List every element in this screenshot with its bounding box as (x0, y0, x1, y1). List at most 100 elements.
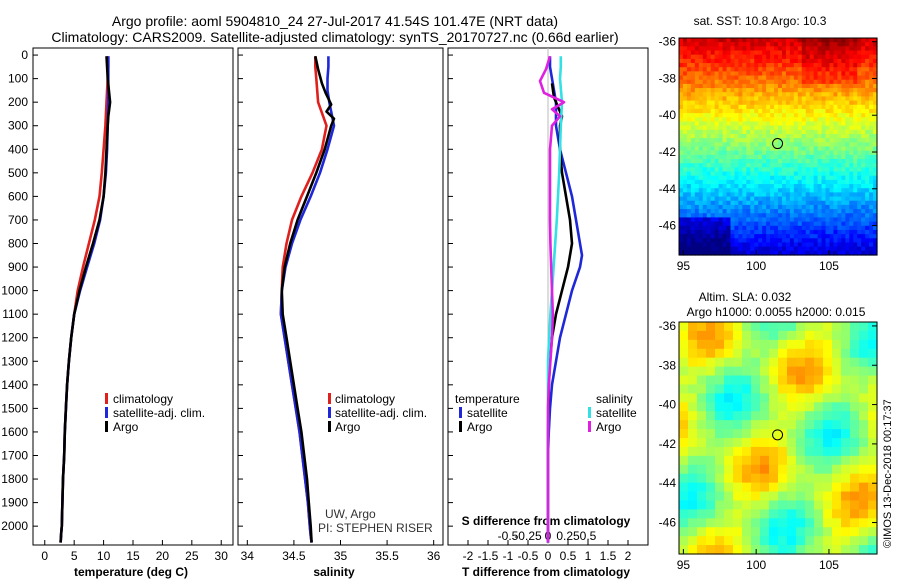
map-cell (829, 96, 835, 102)
map-cell (853, 92, 858, 98)
map-cell (698, 234, 704, 239)
map-cell (797, 171, 803, 177)
map-cell (762, 75, 767, 81)
map-cell (750, 179, 755, 185)
map-cell (849, 108, 854, 114)
map-cell (746, 217, 751, 223)
map-cell (853, 104, 858, 110)
map-cell (758, 96, 763, 102)
map-cell (817, 200, 823, 206)
map-cell (733, 527, 743, 537)
map-cell (686, 188, 692, 193)
map-cell (841, 339, 851, 350)
map-cell (861, 58, 866, 64)
map-cell (809, 113, 815, 118)
map-cell (868, 375, 878, 386)
map-cell (841, 402, 851, 412)
map-cell (686, 113, 692, 118)
map-cell (825, 88, 831, 93)
map-cell (861, 108, 866, 114)
map-cell (730, 50, 736, 56)
map-cell (770, 167, 775, 173)
map-cell (730, 138, 736, 143)
map-cell (801, 179, 807, 185)
map-cell (742, 213, 747, 219)
map-cell (766, 50, 771, 56)
map-cell (698, 200, 704, 206)
map-cell (738, 192, 743, 198)
map-cell (698, 50, 704, 56)
map-cell (702, 217, 708, 223)
map-cell (770, 184, 775, 189)
map-cell (697, 375, 707, 386)
map-cell (849, 75, 854, 81)
map-cell (787, 545, 797, 555)
map-cell (750, 142, 755, 148)
map-cell (841, 357, 851, 368)
map-cell (742, 113, 747, 118)
map-cell (751, 438, 761, 448)
map-cell (679, 357, 689, 368)
map-cell (823, 366, 833, 377)
map-cell (770, 88, 775, 93)
map-cell (849, 229, 854, 235)
map-cell (813, 229, 819, 235)
map-cell (821, 225, 827, 231)
map-cell (679, 348, 689, 359)
map-cell (697, 402, 707, 412)
map-cell (837, 242, 842, 248)
map-cell (829, 171, 835, 177)
map-cell (793, 242, 799, 248)
map-cell (841, 117, 846, 123)
map-cell (750, 238, 755, 244)
map-cell (861, 54, 866, 60)
map-cell (821, 171, 827, 177)
map-cell (805, 509, 815, 519)
map-cell (865, 117, 870, 123)
map-cell (865, 234, 870, 239)
map-cell (718, 104, 724, 110)
map-cell (726, 117, 732, 123)
map-cell (857, 79, 862, 85)
map-cell (770, 133, 775, 139)
map-cell (750, 150, 755, 156)
map-cell (817, 113, 823, 118)
map-cell (865, 229, 870, 235)
map-cell (726, 154, 732, 160)
map-cell (750, 108, 755, 114)
map-cell (813, 154, 819, 160)
map-cell (829, 129, 835, 135)
map-cell (797, 179, 803, 185)
map-cell (873, 242, 878, 248)
map-cell (746, 129, 751, 135)
map-cell (849, 200, 854, 206)
map-cell (724, 375, 734, 386)
map-cell (688, 527, 698, 537)
map-cell (724, 438, 734, 448)
map-y-tick-label: -40 (659, 398, 677, 412)
map-cell (710, 58, 716, 64)
map-cell (770, 71, 775, 77)
map-cell (754, 75, 759, 81)
map-cell (682, 146, 688, 152)
difference-legend-temperature-title: temperature (455, 392, 520, 406)
map-cell (868, 527, 878, 537)
map-cell (869, 58, 874, 64)
map-cell (837, 63, 842, 68)
map-cell (781, 196, 787, 202)
map-cell (845, 46, 850, 52)
map-cell (837, 121, 842, 127)
map-cell (686, 150, 692, 156)
map-cell (778, 92, 783, 98)
map-cell (817, 67, 823, 72)
map-cell (778, 393, 788, 403)
map-cell (722, 46, 728, 52)
map-cell (789, 159, 795, 164)
map-cell (726, 42, 732, 47)
map-cell (853, 88, 858, 93)
map-cell (809, 188, 815, 193)
map-cell (722, 209, 728, 214)
map-cell (770, 179, 775, 185)
map-cell (762, 129, 767, 135)
map-cell (742, 246, 747, 252)
